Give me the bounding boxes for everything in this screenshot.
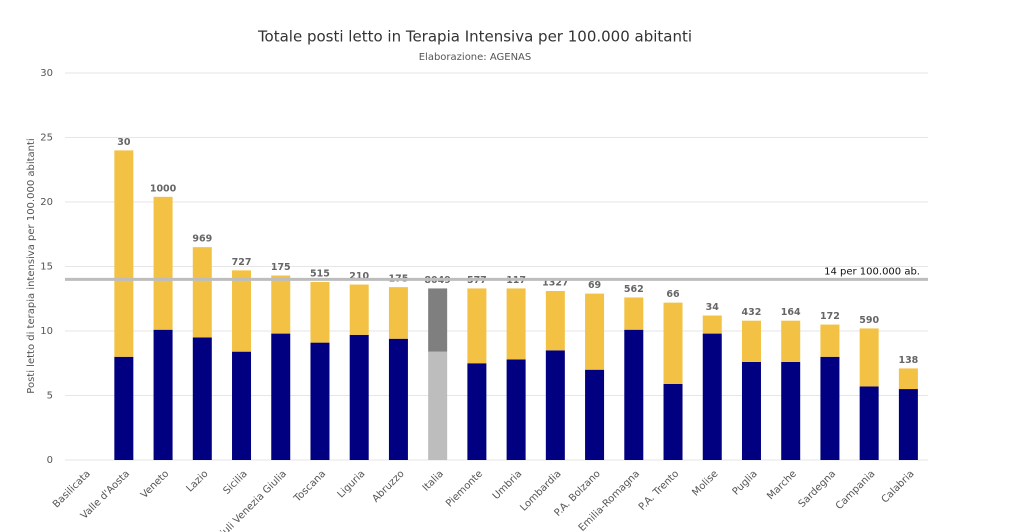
bar-segment <box>467 363 487 460</box>
x-tick-label: Calabria <box>880 468 917 505</box>
bar-label: 432 <box>742 307 762 318</box>
x-tick-label: Basilicata <box>51 468 93 510</box>
bar-segment <box>663 302 683 384</box>
x-tick-label: Abruzzo <box>370 468 406 504</box>
bar-segment <box>585 293 605 370</box>
x-tick-label: Puglia <box>731 468 760 497</box>
x-tick-label: Toscana <box>292 468 329 505</box>
bar-segment <box>271 333 291 460</box>
bar-segment <box>232 351 252 460</box>
x-tick-label: Liguria <box>336 468 368 500</box>
bar-segment <box>741 320 761 362</box>
bar-label: 969 <box>192 234 212 245</box>
bar-segment <box>310 342 330 460</box>
bar-segment <box>859 386 879 460</box>
bar-segment <box>781 361 801 460</box>
bar-segment <box>310 281 330 343</box>
x-tick-label: Lazio <box>184 468 210 494</box>
bar-segment <box>702 315 722 334</box>
x-tick-label: Italia <box>421 468 446 493</box>
x-tick-label: Umbria <box>491 468 525 502</box>
chart-subtitle: Elaborazione: AGENAS <box>419 52 532 63</box>
bar-segment <box>585 369 605 460</box>
bar-segment <box>898 389 918 460</box>
bar-label: 138 <box>898 355 918 366</box>
x-tick-label: Veneto <box>139 468 171 500</box>
bar-label: 30 <box>117 137 131 148</box>
y-tick-label: 0 <box>47 455 53 466</box>
bar-label: 515 <box>310 268 330 279</box>
bar-segment <box>506 359 526 460</box>
bar-segment <box>349 334 369 460</box>
bar-segment <box>349 284 369 335</box>
bar-label: 164 <box>781 307 801 318</box>
x-tick-label: Sicilia <box>221 468 249 496</box>
y-tick-label: 10 <box>40 326 53 337</box>
bar-label: 1327 <box>542 278 568 289</box>
x-tick-label: P.A. Trento <box>637 468 681 512</box>
y-tick-label: 30 <box>40 68 53 79</box>
bar-segment <box>545 350 565 460</box>
bar-segment <box>271 275 291 334</box>
bar-label: 562 <box>624 284 644 295</box>
bar-label: 590 <box>859 315 879 326</box>
bar-segment <box>153 196 173 330</box>
x-tick-label: Piemonte <box>444 468 485 509</box>
bar-segment <box>624 297 644 330</box>
bar-segment <box>859 328 879 387</box>
bar-segment <box>192 247 212 338</box>
bar-label: 1000 <box>150 183 177 194</box>
bar-segment <box>820 356 840 460</box>
y-tick-label: 20 <box>40 197 53 208</box>
y-tick-label: 15 <box>40 262 53 273</box>
bar-segment <box>114 150 134 357</box>
bar-segment <box>663 383 683 460</box>
x-tick-label: Sardegna <box>797 468 839 510</box>
bar-segment <box>898 368 918 390</box>
bar-segment <box>702 333 722 460</box>
y-tick-label: 25 <box>40 133 53 144</box>
bar-segment <box>114 356 134 460</box>
y-axis-label: Posti letto di terapia intensiva per 100… <box>26 138 37 393</box>
bar-segment <box>506 288 526 360</box>
x-tick-label: Campania <box>834 468 878 512</box>
bar-segment <box>192 337 212 460</box>
bar-label: 210 <box>349 271 369 282</box>
reference-label: 14 per 100.000 ab. <box>824 266 920 277</box>
bar-segment <box>232 270 252 352</box>
x-tick-label: Molise <box>690 468 720 498</box>
bar-segment <box>388 338 408 460</box>
bar-segment <box>820 324 840 357</box>
bar-label: 69 <box>588 280 601 291</box>
bar-segment <box>545 291 565 351</box>
bar-segment <box>741 361 761 460</box>
bar-label: 66 <box>666 289 680 300</box>
bar-label: 172 <box>820 311 840 322</box>
bar-segment <box>388 287 408 339</box>
bar-segment <box>428 351 448 460</box>
bar-label: 34 <box>706 302 720 313</box>
bar-segment <box>624 329 644 460</box>
x-tick-label: Marche <box>765 468 799 502</box>
y-tick-label: 5 <box>47 391 53 402</box>
bar-label: 727 <box>232 257 252 268</box>
chart-title: Totale posti letto in Terapia Intensiva … <box>257 28 692 46</box>
bar-segment <box>781 320 801 362</box>
bar-segment <box>467 288 487 364</box>
bar-segment <box>428 288 448 352</box>
bar-label: 175 <box>271 262 291 273</box>
x-tick-label: Friuli Venezia Giulia <box>212 468 289 532</box>
bar-segment <box>153 329 173 460</box>
